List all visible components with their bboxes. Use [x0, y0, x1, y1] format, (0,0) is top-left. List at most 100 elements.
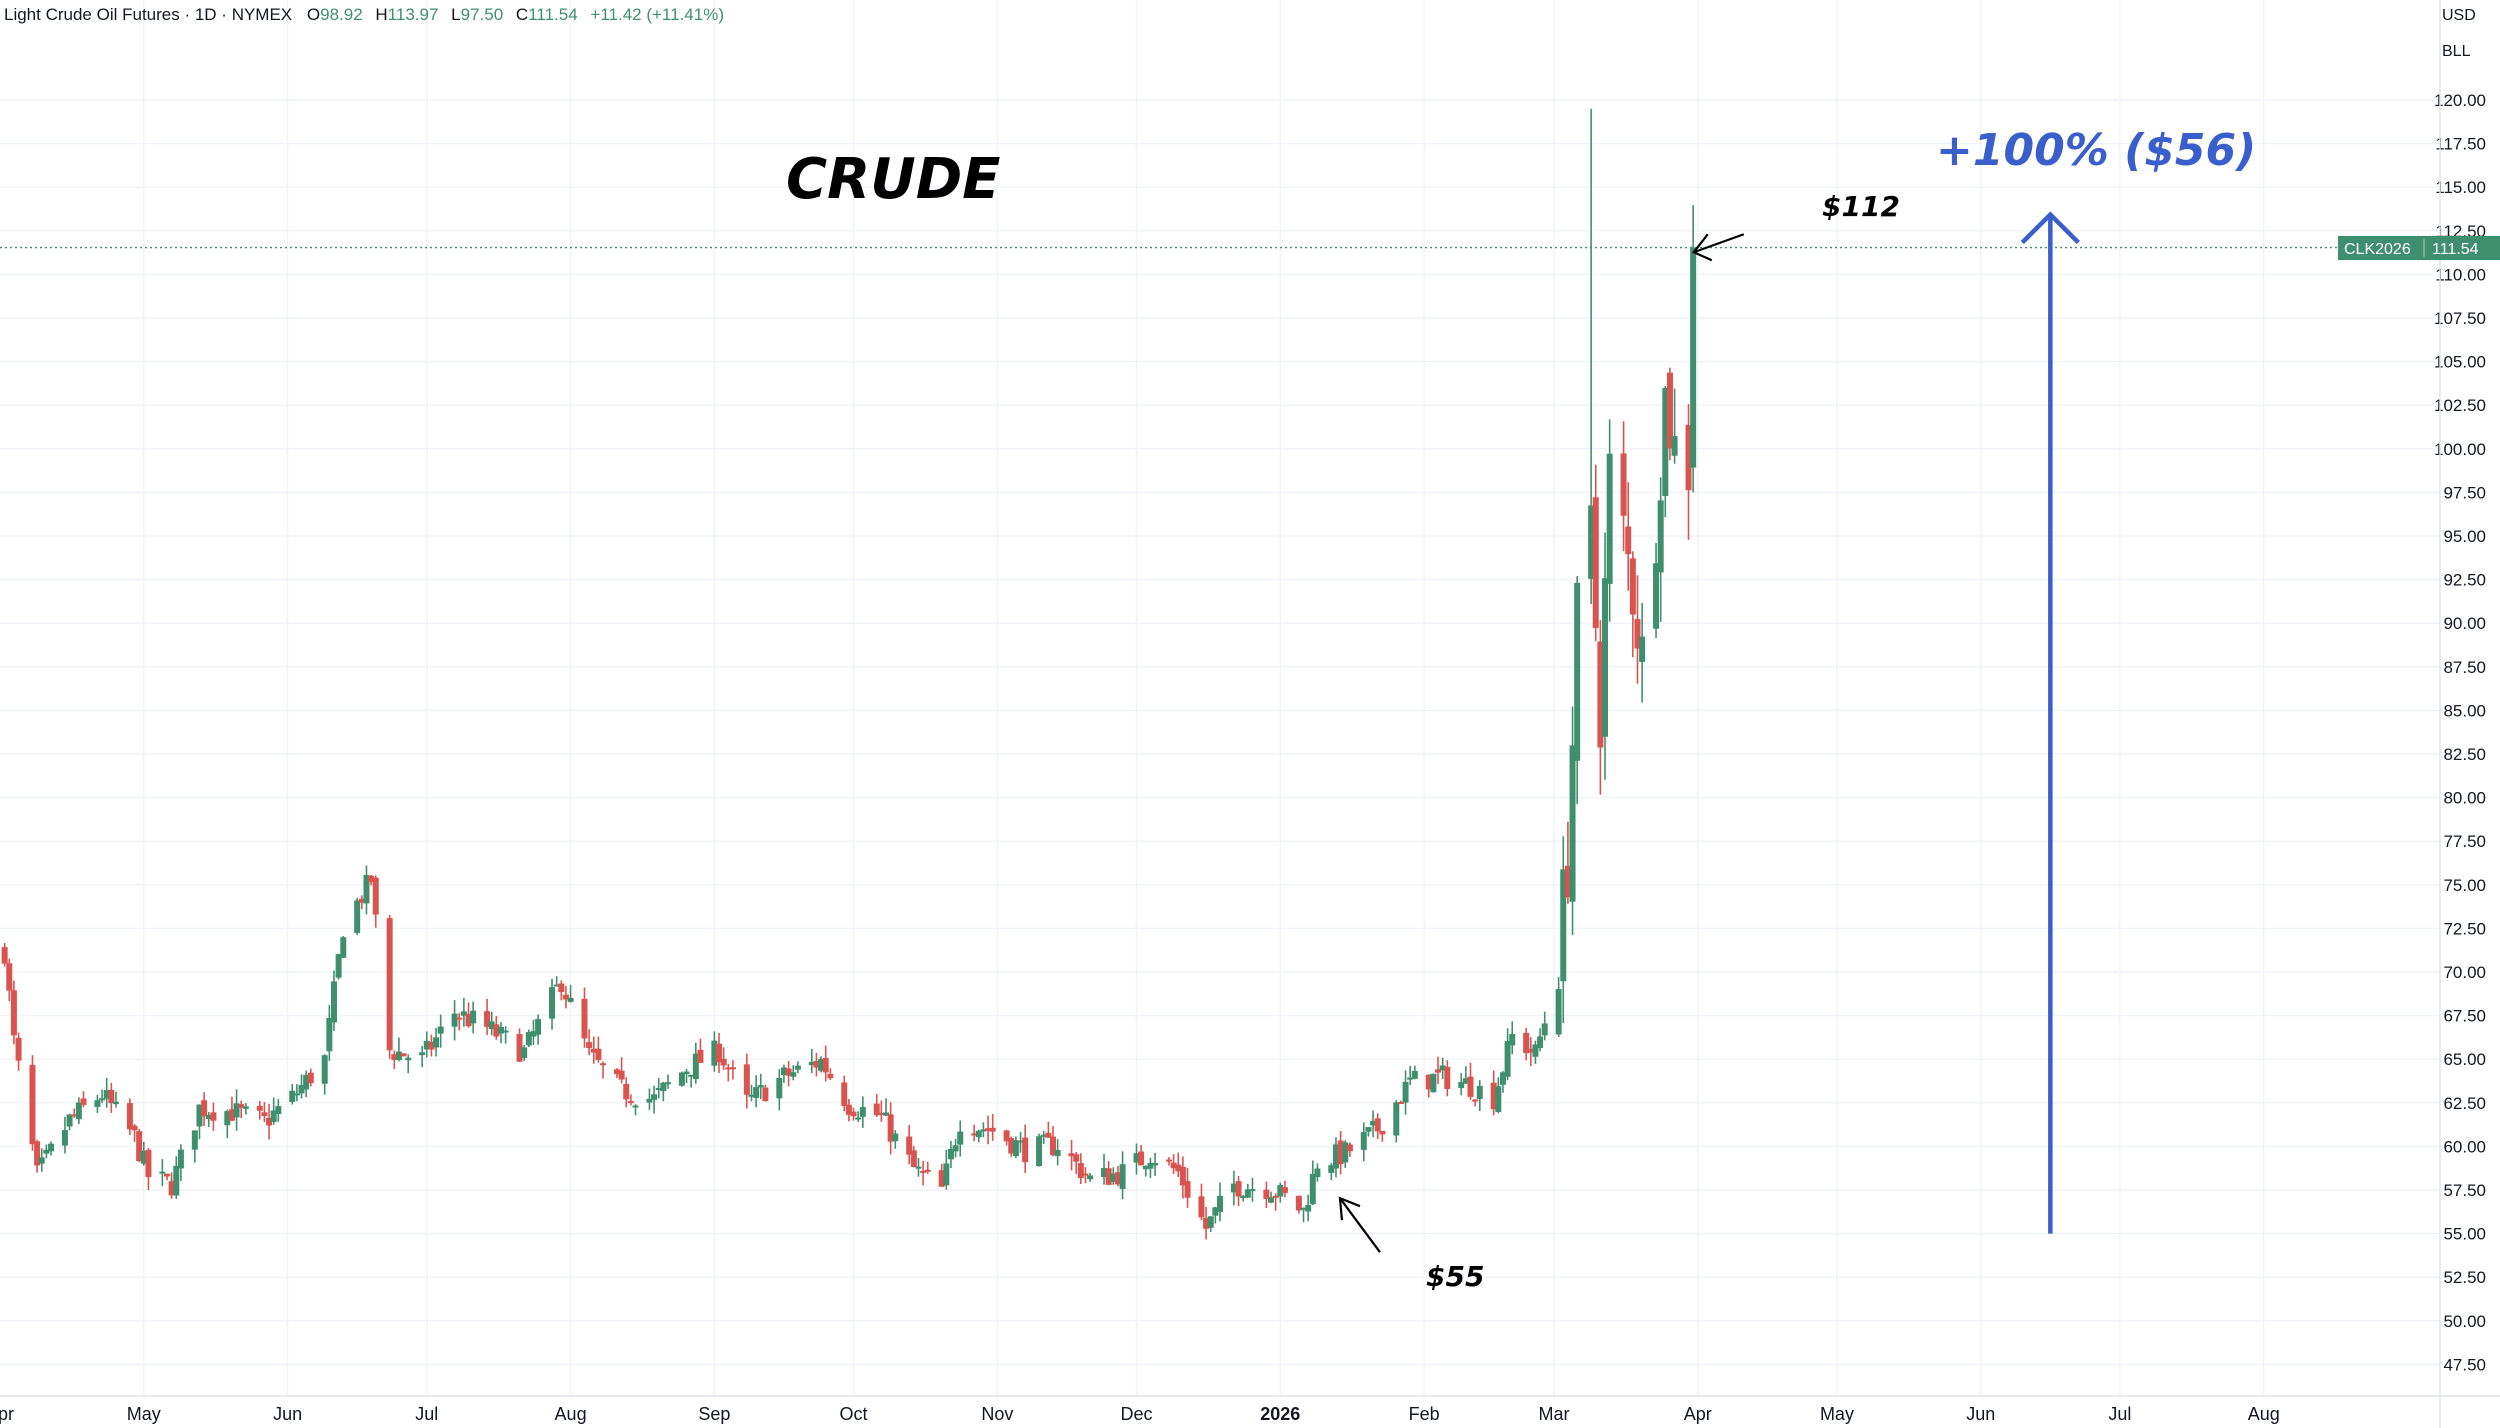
candle-body	[1022, 1137, 1029, 1163]
candle-body	[419, 1052, 426, 1056]
candle-body	[827, 1073, 834, 1079]
candle-body	[618, 1070, 625, 1080]
candle-body	[71, 1114, 78, 1117]
candle-body	[646, 1098, 653, 1103]
time-tick-label: Aug	[555, 1404, 587, 1424]
candle-body	[1541, 1023, 1548, 1036]
candle-body	[1379, 1130, 1386, 1135]
price-tick-label: 85.00	[2443, 701, 2486, 720]
chart-title: CRUDE	[786, 147, 1000, 212]
candle-body	[386, 918, 393, 1051]
candle-body	[1119, 1164, 1126, 1189]
candle-body	[1602, 578, 1609, 737]
last-price-tag[interactable]: CLK2026 111.54	[2338, 236, 2500, 260]
candle-body	[1634, 619, 1641, 649]
candle-body	[924, 1169, 931, 1172]
candle-body	[493, 1024, 500, 1037]
time-tick-label: Feb	[1409, 1404, 1440, 1424]
candle-body	[1365, 1127, 1372, 1132]
price-tick-label: 102.50	[2434, 396, 2486, 415]
candle-body	[1082, 1173, 1089, 1176]
price-tick-label: 100.00	[2434, 440, 2486, 459]
candle-body	[776, 1077, 783, 1099]
candle-body	[1249, 1189, 1256, 1192]
candle-body	[892, 1133, 899, 1142]
candle-body	[1203, 1217, 1210, 1229]
candle-body	[725, 1067, 732, 1070]
candle-body	[683, 1071, 690, 1075]
candle-body	[748, 1094, 755, 1097]
candle-body	[201, 1100, 208, 1117]
candle-body	[358, 898, 365, 903]
unit-label[interactable]: BLL	[2442, 43, 2471, 60]
candle-body	[651, 1094, 658, 1100]
candle-body	[1175, 1164, 1182, 1172]
candle-body	[15, 1037, 22, 1061]
candle-body	[906, 1136, 913, 1155]
candle-body	[43, 1149, 50, 1154]
candle-body	[1314, 1168, 1321, 1178]
price-tick-label: 72.50	[2443, 919, 2486, 938]
candle-body	[553, 984, 560, 987]
candle-body	[729, 1067, 736, 1070]
candle-body	[205, 1114, 212, 1119]
candle-body	[1281, 1187, 1288, 1193]
candle-body	[1165, 1159, 1172, 1162]
candle-body	[753, 1087, 760, 1098]
candle-body	[1555, 989, 1562, 1035]
time-axis[interactable]: May Jun Jul Aug Sep Oct Nov Dec 2026 Feb Mar Apr May…	[0, 1395, 2500, 1424]
candle-body	[210, 1112, 217, 1121]
candle-body	[400, 1053, 407, 1057]
close-label: C	[516, 5, 528, 24]
price-axis[interactable]: 120.00117.50115.00112.50110.00107.50105.…	[2434, 0, 2486, 1428]
candle-body	[29, 1064, 36, 1145]
candle-body	[1439, 1065, 1446, 1071]
candle-body	[354, 900, 361, 933]
candle-body	[1105, 1168, 1112, 1185]
candle-body	[678, 1072, 685, 1086]
price-tick-label: 75.00	[2443, 876, 2486, 895]
candle-body	[168, 1181, 175, 1196]
candle-body	[1495, 1086, 1502, 1112]
candle-body	[873, 1103, 880, 1116]
candle-body	[1087, 1175, 1094, 1180]
low-value: 97.50	[461, 5, 504, 24]
candle-body	[859, 1107, 866, 1117]
candle-body	[289, 1090, 296, 1102]
candle-body	[1012, 1140, 1019, 1157]
candle-body	[1300, 1207, 1307, 1210]
candle-body	[1, 947, 8, 964]
candle-body	[1569, 745, 1576, 902]
candle-body	[692, 1053, 699, 1080]
symbol-legend[interactable]: Light Crude Oil Futures · 1D · NYMEX O98…	[4, 5, 724, 24]
candle-body	[943, 1163, 950, 1186]
candle-body	[1425, 1074, 1432, 1090]
candle-body	[1592, 497, 1599, 628]
price-tick-label: 57.50	[2443, 1181, 2486, 1200]
candle-body	[1467, 1076, 1474, 1097]
candle-body	[1342, 1142, 1349, 1163]
candle-body	[581, 998, 588, 1039]
candle-body	[623, 1083, 630, 1100]
candle-body	[780, 1067, 787, 1076]
candle-body	[757, 1085, 764, 1088]
candle-body	[140, 1150, 147, 1164]
candle-body	[1138, 1151, 1145, 1166]
overlays	[0, 211, 2338, 1253]
open-value: 98.92	[320, 5, 363, 24]
candle-body	[808, 1062, 815, 1066]
candle-body	[1527, 1048, 1534, 1053]
high-callout-arrowhead	[1692, 233, 1713, 262]
candle-body	[1101, 1168, 1108, 1178]
candle-body	[1532, 1044, 1539, 1057]
candle-body	[813, 1061, 820, 1068]
candle-body	[1272, 1195, 1279, 1198]
currency-label[interactable]: USD	[2442, 7, 2476, 24]
candle-body	[484, 1011, 491, 1027]
low-label: L	[451, 5, 460, 24]
candle-body	[1040, 1134, 1047, 1137]
time-tick-label: Jun	[1966, 1404, 1995, 1424]
price-tick-label: 95.00	[2443, 527, 2486, 546]
